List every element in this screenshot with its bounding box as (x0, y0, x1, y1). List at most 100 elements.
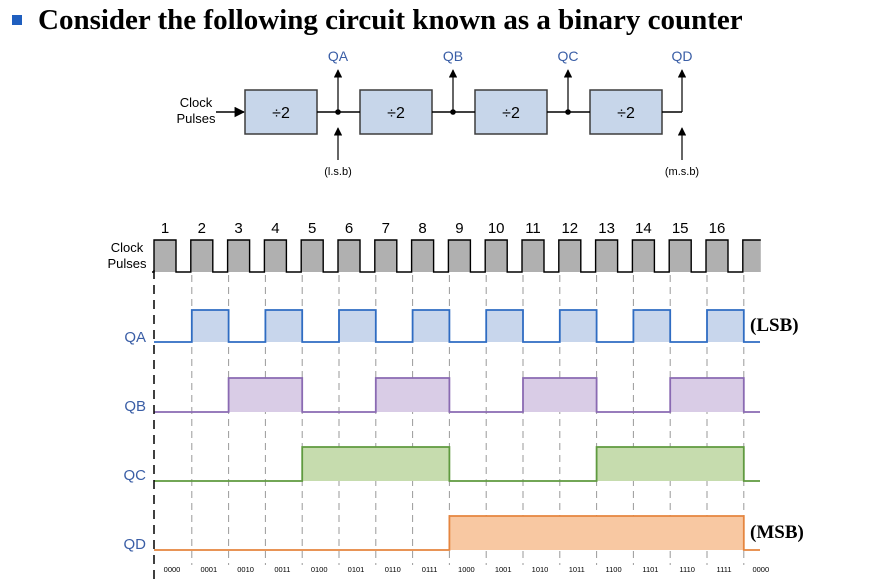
signal-high-fill (375, 378, 450, 412)
block-label: ÷2 (502, 105, 520, 122)
signal-high-fill (633, 310, 671, 342)
pulse-number: 13 (598, 220, 615, 237)
state-label: 0101 (348, 565, 365, 574)
pulse-number: 2 (198, 220, 206, 237)
state-label: 1110 (679, 565, 695, 574)
clock-pulse-fill (154, 240, 176, 272)
state-label: 1010 (532, 565, 549, 574)
clock-pulse-fill (669, 240, 692, 272)
output-label: QA (328, 48, 349, 64)
state-label: 0001 (200, 565, 217, 574)
clock-pulse-fill (264, 240, 287, 272)
signal-label: QD (124, 536, 147, 553)
pulse-number: 6 (345, 220, 353, 237)
output-label: QB (443, 48, 463, 64)
block-diagram: Clock Pulses ÷2 ÷2 ÷2 ÷2 QA QB QC QD (l.s.b) (… (176, 48, 699, 178)
lsb-tag: (LSB) (750, 315, 799, 336)
clock-pulse-fill (227, 240, 250, 272)
clock-pulse-fill (374, 240, 397, 272)
clock-row-label-line1: Clock (111, 240, 144, 255)
divide-by-two-block (359, 89, 433, 135)
page-title: Consider the following circuit known as … (38, 3, 743, 36)
signal-waveform (154, 446, 760, 482)
clock-pulse-fill (632, 240, 655, 272)
pulse-numbers: 1 2 3 4 5 6 7 8 9 10 11 12 13 14 15 16 (161, 220, 726, 237)
signal-high-fill (265, 310, 303, 342)
clock-pulse-fill (742, 240, 761, 272)
signal-high-fill (449, 516, 744, 550)
clock-waveform (152, 239, 761, 273)
state-label: 0100 (311, 565, 328, 574)
state-label: 1100 (606, 565, 622, 574)
clock-pulse-fill (595, 240, 618, 272)
pulse-number: 14 (635, 220, 652, 237)
state-label: 0011 (274, 565, 290, 574)
pulse-number: 11 (525, 220, 541, 237)
pulse-number: 4 (271, 220, 279, 237)
state-label: 1000 (458, 565, 475, 574)
clock-pulse-fill (706, 240, 728, 272)
signal-waveform (154, 309, 760, 343)
signal-high-fill (339, 310, 376, 342)
pulse-number: 1 (161, 220, 169, 237)
signal-waveforms: QA QB QC QD (124, 309, 760, 553)
timing-diagram: 1 2 3 4 5 6 7 8 9 10 11 12 13 14 15 16 Clock Pulses QAQ… (107, 220, 804, 581)
output-label: QD (672, 48, 693, 64)
signal-high-fill (191, 310, 229, 342)
input-label-line2: Pulses (176, 111, 216, 126)
pulse-number: 12 (561, 220, 578, 237)
signal-label: QB (124, 398, 146, 415)
signal-high-fill (670, 378, 744, 412)
pulse-number: 3 (234, 220, 242, 237)
divide-by-two-block (589, 89, 663, 135)
input-label-line1: Clock (180, 95, 213, 110)
divide-by-two-block (244, 89, 318, 135)
msb-tag: (MSB) (750, 522, 804, 543)
pulse-number: 5 (308, 220, 316, 237)
signal-high-fill (412, 310, 450, 342)
pulse-number: 8 (418, 220, 426, 237)
pulse-number: 10 (488, 220, 505, 237)
signal-high-fill (523, 378, 597, 412)
state-label: 0010 (237, 565, 254, 574)
pulse-number: 7 (382, 220, 390, 237)
output-label: QC (558, 48, 579, 64)
state-label: 0000 (752, 565, 769, 574)
state-label: 1001 (495, 565, 512, 574)
block-label: ÷2 (387, 105, 405, 122)
signal-waveform (154, 515, 760, 551)
state-label: 0111 (422, 565, 438, 574)
state-label: 0000 (164, 565, 181, 574)
signal-high-fill (707, 310, 744, 342)
pulse-number: 9 (455, 220, 463, 237)
pulse-number: 15 (672, 220, 689, 237)
signal-label: QA (124, 329, 146, 346)
state-labels: 0000 0001 0010 0011 0100 0101 0110 0111 1000 1001… (164, 565, 769, 574)
signal-high-fill (559, 310, 597, 342)
msb-label: (m.s.b) (665, 166, 699, 178)
title-row: Consider the following circuit known as … (10, 2, 743, 38)
clock-pulse-fill (301, 240, 324, 272)
signal-high-fill (228, 378, 303, 412)
signal-high-fill (596, 447, 744, 481)
signal-waveform (154, 377, 760, 413)
state-label: 1011 (569, 565, 585, 574)
clock-pulse-fill (411, 240, 434, 272)
clock-pulse-fill (522, 240, 544, 272)
divider-blocks: ÷2 ÷2 ÷2 ÷2 (244, 89, 682, 135)
signal-high-fill (486, 310, 523, 342)
clock-pulse-fill (558, 240, 581, 272)
clock-pulse-fill (338, 240, 360, 272)
clock-pulse-fill (485, 240, 508, 272)
state-label: 1111 (716, 565, 731, 574)
state-label: 0110 (385, 565, 401, 574)
block-label: ÷2 (272, 105, 290, 122)
bullet-icon (12, 15, 22, 25)
clock-pulse-outline (152, 239, 761, 273)
clock-pulse-fill (190, 240, 213, 272)
pulse-number: 16 (709, 220, 726, 237)
block-label: ÷2 (617, 105, 635, 122)
signal-high-fill (302, 447, 450, 481)
signal-label: QC (124, 467, 147, 484)
